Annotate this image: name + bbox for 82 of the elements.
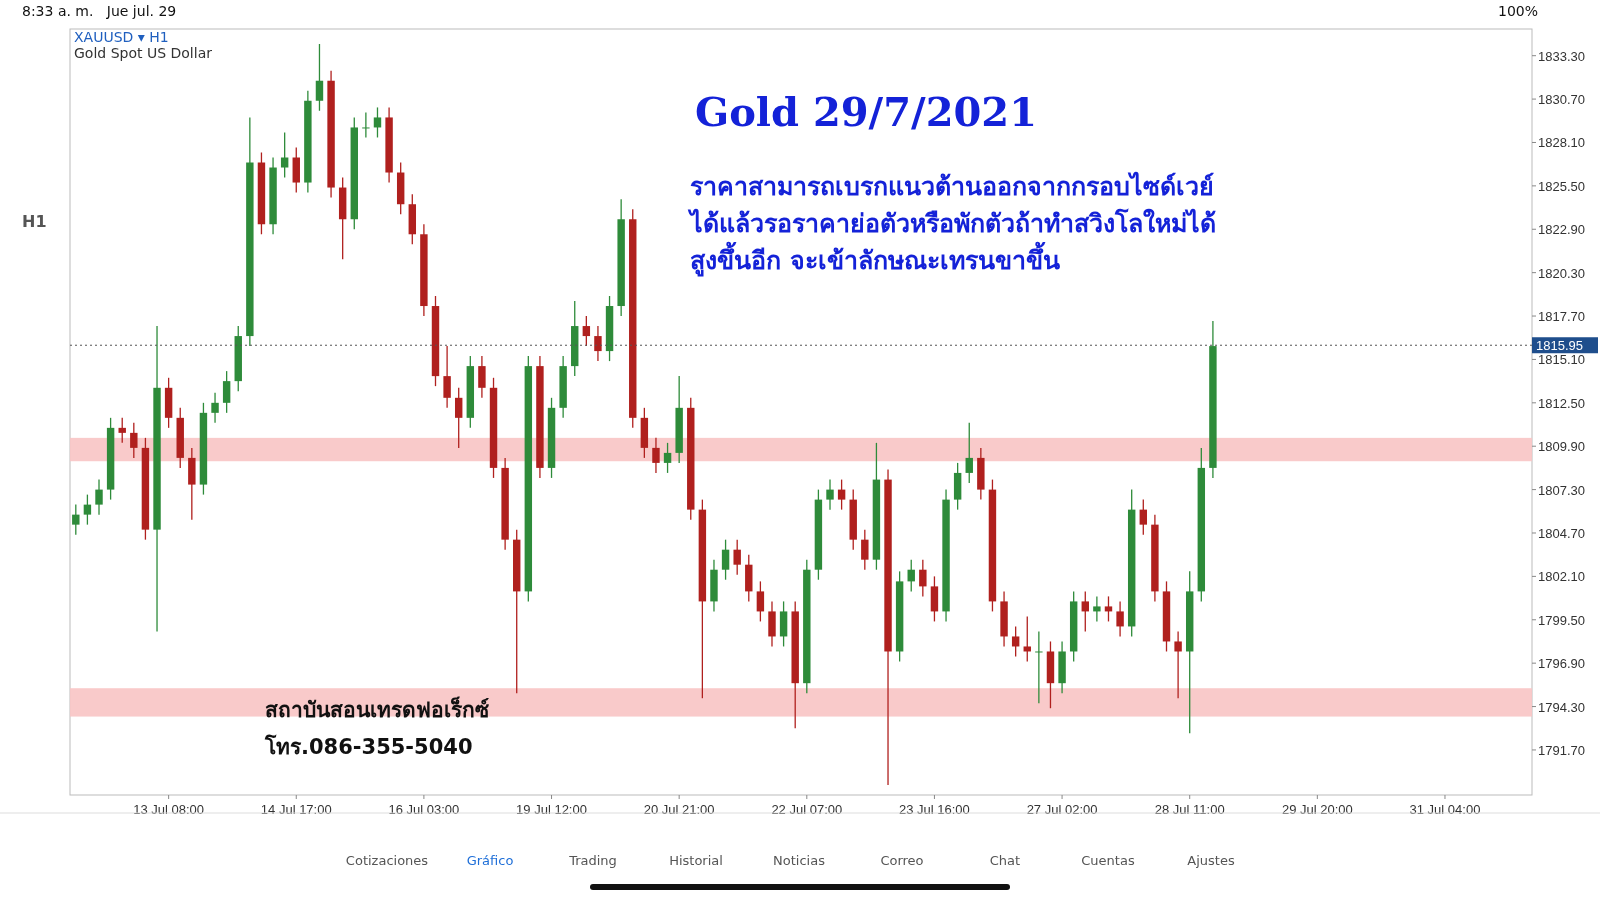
text: Gráfico bbox=[465, 853, 515, 868]
x-tick-label: 23 Jul 16:00 bbox=[899, 802, 970, 817]
candlestick bbox=[83, 493, 92, 526]
candlestick bbox=[733, 539, 741, 576]
text: 100% bbox=[1498, 3, 1539, 19]
candlestick bbox=[72, 503, 80, 536]
text: H1 bbox=[22, 212, 47, 231]
annotation: Gold Spot US Dollar bbox=[74, 45, 212, 61]
candlestick bbox=[756, 580, 765, 623]
y-tick-label: 1804.70 bbox=[1538, 525, 1585, 541]
text: Historial bbox=[668, 853, 724, 868]
candlestick bbox=[1011, 625, 1020, 658]
candlestick bbox=[1116, 600, 1124, 638]
x-tick-label: 19 Jul 12:00 bbox=[516, 802, 587, 817]
candlestick bbox=[315, 43, 324, 112]
candlestick bbox=[837, 478, 846, 511]
candlestick bbox=[1139, 498, 1148, 536]
candlestick bbox=[95, 478, 103, 516]
candlestick bbox=[652, 437, 660, 474]
y-tick-label: 1794.30 bbox=[1538, 699, 1585, 715]
y-tick-label: 1796.90 bbox=[1538, 656, 1585, 672]
candlestick bbox=[443, 345, 451, 409]
candlestick bbox=[130, 422, 138, 459]
candlestick bbox=[280, 131, 289, 179]
candlestick bbox=[454, 387, 463, 449]
candlestick bbox=[362, 111, 370, 139]
x-tick-label: 14 Jul 17:00 bbox=[260, 802, 332, 817]
candlestick bbox=[478, 355, 486, 399]
candlestick bbox=[1174, 630, 1182, 699]
y-tick-label: 1809.90 bbox=[1538, 439, 1585, 455]
text: Cuentas bbox=[1080, 853, 1136, 868]
x-tick-label: 22 Jul 07:00 bbox=[771, 802, 843, 817]
candlestick bbox=[1093, 595, 1101, 623]
y-tick-label: 1820.30 bbox=[1538, 265, 1585, 281]
candlestick bbox=[1035, 630, 1043, 704]
text: Correo bbox=[879, 853, 925, 868]
x-tick-label: 20 Jul 21:00 bbox=[643, 802, 715, 817]
x-tick-label: 31 Jul 04:00 bbox=[1409, 802, 1481, 817]
y-tick-label: 1791.70 bbox=[1538, 742, 1585, 758]
y-tick-label: 1817.70 bbox=[1538, 309, 1585, 325]
y-tick-label: 1799.50 bbox=[1538, 612, 1585, 628]
annotation: สถาบันสอนเทรดฟอเร็กซ์ bbox=[265, 695, 489, 724]
y-tick-label: 1822.90 bbox=[1538, 222, 1585, 238]
candlestick bbox=[861, 529, 869, 571]
text: Gold 29/7/2021 bbox=[695, 88, 1037, 135]
y-tick-label: 1830.70 bbox=[1538, 92, 1585, 108]
candlestick bbox=[721, 539, 730, 581]
annotation: XAUUSD ▾ H1 bbox=[74, 29, 169, 45]
x-tick-label: 16 Jul 03:00 bbox=[388, 802, 460, 817]
candlestick bbox=[965, 422, 973, 484]
y-tick-label: 1812.50 bbox=[1538, 395, 1585, 411]
text: Trading bbox=[568, 853, 618, 868]
candlestick bbox=[373, 106, 382, 139]
x-tick-label: 28 Jul 11:00 bbox=[1154, 802, 1225, 817]
text: Cotizaciones bbox=[344, 853, 430, 868]
candlestick bbox=[211, 392, 219, 424]
y-tick-label: 1815.10 bbox=[1538, 352, 1585, 368]
candlestick bbox=[919, 559, 927, 598]
x-tick-label: 29 Jul 20:00 bbox=[1281, 802, 1353, 817]
text: Chat bbox=[988, 853, 1022, 868]
text: Ajustes bbox=[1186, 853, 1236, 868]
candlestick bbox=[582, 315, 591, 347]
text: Noticias bbox=[772, 853, 826, 868]
text: ราคาสามารถเบรกแนวต้านออกจากกรอบไซด์เวย์ ได้แล้วรอราคาย่อตัวหรือพักตัวถ้าทำสวิงโลใหม่ได้ สูงขึ้นอีก จะเข้าลักษณะเทรนขาขึ้น bbox=[690, 170, 1216, 279]
y-tick-label: 1828.10 bbox=[1538, 135, 1585, 151]
candlestick bbox=[1104, 595, 1113, 623]
candlestick bbox=[594, 325, 602, 362]
x-tick-label: 13 Jul 08:00 bbox=[133, 802, 205, 817]
x-tick-label: 27 Jul 02:00 bbox=[1026, 802, 1098, 817]
y-tick-label: 1807.30 bbox=[1538, 482, 1585, 498]
candlestick bbox=[1081, 590, 1089, 633]
candlestick bbox=[1023, 615, 1031, 663]
annotation: โทร.086-355-5040 bbox=[265, 733, 473, 761]
y-tick-label: 1802.10 bbox=[1538, 569, 1585, 585]
text: 8:33 a. m. Jue jul. 29 bbox=[22, 3, 177, 19]
ref-line-label: 1815.95 bbox=[1536, 338, 1583, 354]
candlestick bbox=[663, 442, 672, 474]
y-tick-label: 1833.30 bbox=[1538, 48, 1585, 64]
candlestick bbox=[222, 370, 231, 414]
candlestick bbox=[118, 417, 126, 444]
y-tick-label: 1825.50 bbox=[1538, 178, 1585, 194]
candlestick bbox=[826, 478, 834, 511]
